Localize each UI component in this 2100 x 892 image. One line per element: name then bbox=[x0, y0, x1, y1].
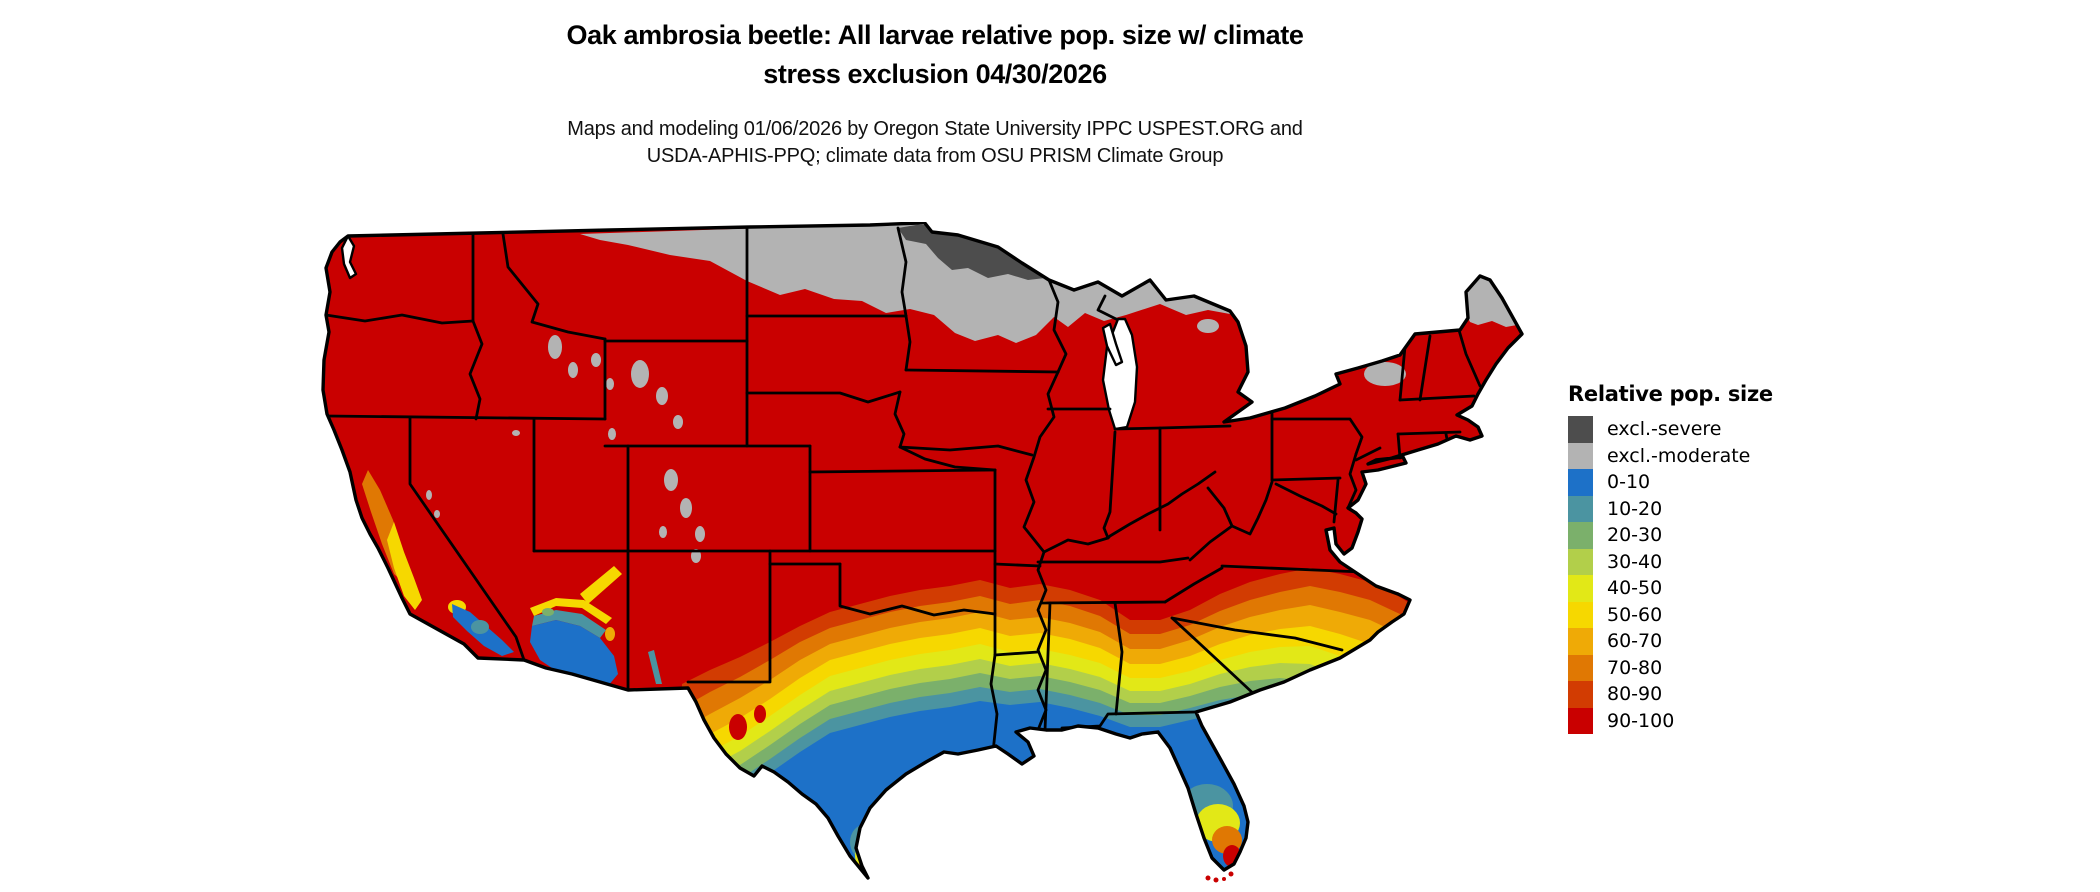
map-region-excl-moderate-patches bbox=[426, 319, 1406, 563]
legend-label: 60-70 bbox=[1607, 630, 1663, 653]
map-region-excl-moderate-north bbox=[580, 222, 1230, 343]
legend-label: 40-50 bbox=[1607, 577, 1663, 600]
legend-item: 80-90 bbox=[1568, 681, 1828, 708]
legend-item: 70-80 bbox=[1568, 654, 1828, 681]
map-region-excl-severe bbox=[898, 224, 1045, 280]
title-line-2: stress exclusion 04/30/2026 bbox=[763, 59, 1107, 89]
legend-label: excl.-moderate bbox=[1607, 444, 1751, 467]
legend-swatch-60-70 bbox=[1568, 628, 1593, 655]
us-map bbox=[321, 220, 1524, 883]
legend-swatch-excl-moderate bbox=[1568, 442, 1593, 469]
map-region-az-yellow-fringe bbox=[530, 598, 612, 624]
legend-swatch-0-10 bbox=[1568, 469, 1593, 496]
map-region-excl-moderate-maine bbox=[1466, 276, 1517, 327]
legend-label: 80-90 bbox=[1607, 683, 1663, 706]
page-subtitle: Maps and modeling 01/06/2026 by Oregon S… bbox=[310, 116, 1560, 170]
legend-item: excl.-moderate bbox=[1568, 442, 1828, 469]
legend-item: 60-70 bbox=[1568, 628, 1828, 655]
legend-item: 0-10 bbox=[1568, 469, 1828, 496]
conus-outline bbox=[321, 220, 1524, 880]
map-region-wtx-red-1 bbox=[729, 714, 747, 740]
legend-item: 30-40 bbox=[1568, 548, 1828, 575]
legend-label: 10-20 bbox=[1607, 497, 1663, 520]
legend-swatch-70-80 bbox=[1568, 654, 1593, 681]
legend-item: 40-50 bbox=[1568, 575, 1828, 602]
map-region-ca-valley-yellow bbox=[387, 522, 422, 610]
map-region-az-orange-speck bbox=[605, 627, 615, 641]
legend-title: Relative pop. size bbox=[1568, 382, 1773, 406]
legend-swatch-excl-severe bbox=[1568, 416, 1593, 443]
legend-label: 20-30 bbox=[1607, 524, 1663, 547]
page-title: Oak ambrosia beetle: All larvae relative… bbox=[310, 16, 1560, 94]
map-region-az-green-speck bbox=[542, 608, 554, 616]
legend-label: 70-80 bbox=[1607, 656, 1663, 679]
us-map-container bbox=[310, 220, 1560, 892]
map-region-az-mogollon-yellow bbox=[580, 566, 622, 604]
green-bay bbox=[1101, 322, 1124, 367]
legend-swatch-90-100 bbox=[1568, 707, 1593, 734]
legend-label: excl.-severe bbox=[1607, 418, 1722, 441]
state-borders bbox=[324, 226, 1482, 754]
legend-swatch-40-50 bbox=[1568, 575, 1593, 602]
map-region-wtx-red-2 bbox=[754, 705, 766, 723]
map-island-dot-2 bbox=[425, 633, 431, 639]
legend-item: 20-30 bbox=[1568, 522, 1828, 549]
legend-item: 90-100 bbox=[1568, 707, 1828, 734]
title-line-1: Oak ambrosia beetle: All larvae relative… bbox=[566, 20, 1304, 50]
map-island-dot-3 bbox=[434, 637, 440, 643]
legend-swatch-30-40 bbox=[1568, 548, 1593, 575]
legend-swatch-20-30 bbox=[1568, 522, 1593, 549]
legend-label: 30-40 bbox=[1607, 550, 1663, 573]
map-region-socal-teal bbox=[471, 620, 489, 634]
map-region-az-blue bbox=[530, 620, 618, 686]
legend-swatch-80-90 bbox=[1568, 681, 1593, 708]
legend-swatch-50-60 bbox=[1568, 601, 1593, 628]
map-region-florida-keys bbox=[1205, 871, 1234, 883]
subtitle-line-1: Maps and modeling 01/06/2026 by Oregon S… bbox=[567, 118, 1303, 140]
map-legend: Relative pop. size excl.-severe excl.-mo… bbox=[1568, 382, 1828, 734]
puget-sound bbox=[340, 234, 358, 280]
map-region-nm-valley-teal bbox=[648, 650, 662, 684]
map-region-stx-teal bbox=[850, 824, 882, 860]
legend-item: 10-20 bbox=[1568, 495, 1828, 522]
map-island-dot-1 bbox=[415, 627, 421, 633]
legend-label: 50-60 bbox=[1607, 603, 1663, 626]
map-region-az-teal-fringe bbox=[532, 610, 606, 638]
legend-label: 90-100 bbox=[1607, 709, 1675, 732]
legend-item: excl.-severe bbox=[1568, 416, 1828, 443]
legend-swatch-10-20 bbox=[1568, 495, 1593, 522]
subtitle-line-2: USDA-APHIS-PPQ; climate data from OSU PR… bbox=[646, 145, 1224, 167]
legend-label: 0-10 bbox=[1607, 471, 1651, 494]
legend-item: 50-60 bbox=[1568, 601, 1828, 628]
